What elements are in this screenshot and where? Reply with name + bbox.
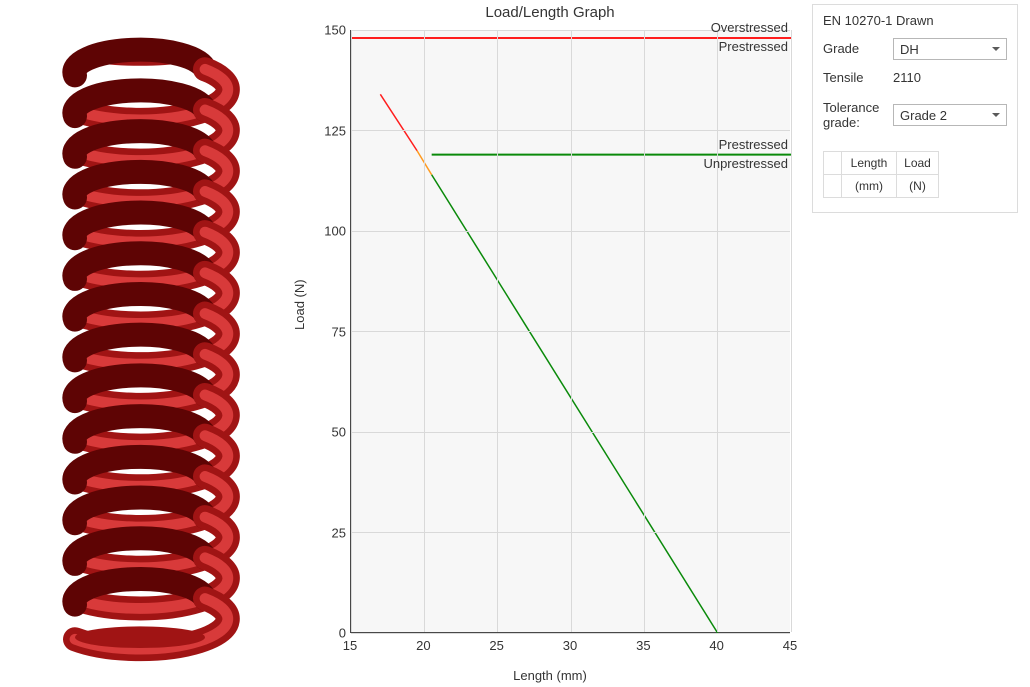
grade-label: Grade xyxy=(823,41,893,57)
table-corner2 xyxy=(824,175,842,198)
spring-render xyxy=(0,0,290,687)
y-tick: 0 xyxy=(306,626,346,641)
label-prestressed-lower: Prestressed xyxy=(678,137,788,152)
label-prestressed-upper: Prestressed xyxy=(678,39,788,54)
tolerance-label: Tolerance grade: xyxy=(823,100,893,131)
x-tick: 35 xyxy=(636,638,650,653)
y-tick: 25 xyxy=(306,525,346,540)
y-tick: 50 xyxy=(306,425,346,440)
spring-viewer xyxy=(0,0,290,687)
x-axis-label: Length (mm) xyxy=(300,668,800,683)
label-unprestressed: Unprestressed xyxy=(678,156,788,171)
material-properties-panel: EN 10270-1 Drawn Grade DH Tensile 2110 T… xyxy=(812,4,1018,213)
x-tick: 40 xyxy=(709,638,723,653)
tensile-label: Tensile xyxy=(823,70,893,86)
table-corner xyxy=(824,152,842,175)
tolerance-select[interactable]: Grade 2 xyxy=(893,104,1007,126)
length-load-table: Length Load (mm) (N) xyxy=(823,151,939,198)
grade-select[interactable]: DH xyxy=(893,38,1007,60)
tolerance-select-value: Grade 2 xyxy=(900,108,947,123)
x-tick: 25 xyxy=(489,638,503,653)
y-tick: 75 xyxy=(306,324,346,339)
table-header-length: Length xyxy=(842,152,897,175)
tensile-value: 2110 xyxy=(893,70,1007,85)
y-tick: 125 xyxy=(306,123,346,138)
label-overstressed: Overstressed xyxy=(678,20,788,35)
grade-select-value: DH xyxy=(900,42,919,57)
y-tick: 150 xyxy=(306,23,346,38)
y-axis-label: Load (N) xyxy=(292,279,307,330)
load-length-chart: Load/Length Graph Load (N) Length (mm) 1… xyxy=(300,0,800,687)
table-unit-length: (mm) xyxy=(842,175,897,198)
chevron-down-icon xyxy=(992,47,1000,51)
x-tick: 45 xyxy=(783,638,797,653)
x-tick: 20 xyxy=(416,638,430,653)
table-header-load: Load xyxy=(897,152,939,175)
chart-title: Load/Length Graph xyxy=(300,4,800,21)
table-unit-load: (N) xyxy=(897,175,939,198)
y-tick: 100 xyxy=(306,224,346,239)
chevron-down-icon xyxy=(992,113,1000,117)
material-spec-title: EN 10270-1 Drawn xyxy=(823,13,1007,28)
x-tick: 30 xyxy=(563,638,577,653)
plot-area xyxy=(350,30,790,633)
